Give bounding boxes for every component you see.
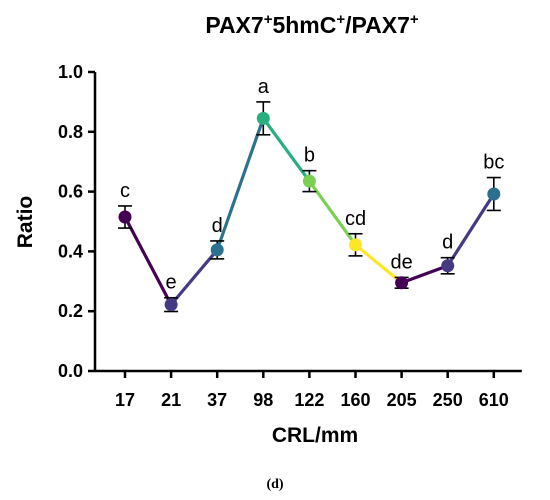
x-tick-label: 205 <box>387 390 417 410</box>
x-tick-label: 250 <box>433 390 463 410</box>
y-tick-label: 0.4 <box>58 241 83 261</box>
significance-letter: d <box>442 232 453 254</box>
x-tick-label: 17 <box>115 390 135 410</box>
significance-letter: cd <box>345 208 366 230</box>
series-line-segment <box>307 179 358 247</box>
data-points <box>118 111 501 312</box>
x-tick-label: 98 <box>253 390 273 410</box>
data-point <box>256 111 270 125</box>
significance-letter: d <box>212 215 223 237</box>
data-point <box>349 238 362 252</box>
data-point <box>487 187 501 201</box>
series-line-segment <box>169 248 219 307</box>
panel-caption: (d) <box>266 477 283 492</box>
x-tick-label: 122 <box>294 390 324 410</box>
series-line-segment <box>123 215 173 307</box>
y-axis-title: Ratio <box>14 196 37 249</box>
x-tick-label: 37 <box>207 390 227 410</box>
series-lines <box>123 116 496 307</box>
series-line-segment <box>215 116 265 252</box>
x-tick-label: 160 <box>340 390 370 410</box>
y-tick-label: 0.2 <box>58 301 83 321</box>
significance-letter: c <box>120 180 130 202</box>
data-point <box>441 259 455 273</box>
significance-letter: a <box>258 76 270 98</box>
data-point <box>164 298 178 312</box>
x-tick-label: 610 <box>479 390 509 410</box>
y-tick-label: 0.6 <box>58 182 83 202</box>
x-axis-title: CRL/mm <box>272 424 358 447</box>
series-line-segment <box>446 192 496 268</box>
significance-letters: c e d a b cd de d bc <box>120 76 504 294</box>
y-tick-label: 0.0 <box>58 361 83 381</box>
data-point <box>395 276 409 290</box>
axes: 0.0 0.2 0.4 0.6 0.8 1.0 17 21 37 98 122 160 205 250 61… <box>58 62 522 410</box>
series-line-segment <box>261 116 311 183</box>
series-line-segment <box>353 243 404 285</box>
x-tick-label: 21 <box>161 390 181 410</box>
data-point <box>302 174 316 188</box>
chart-title: PAX7+5hmC+/PAX7+ <box>205 11 419 38</box>
significance-letter: de <box>390 251 412 273</box>
y-tick-label: 1.0 <box>58 62 83 82</box>
y-tick-label: 0.8 <box>58 122 83 142</box>
significance-letter: bc <box>483 152 504 174</box>
data-point <box>118 210 132 224</box>
significance-letter: e <box>166 272 177 294</box>
significance-letter: b <box>304 145 315 167</box>
series-line-segment <box>400 264 450 285</box>
data-point <box>210 243 224 257</box>
